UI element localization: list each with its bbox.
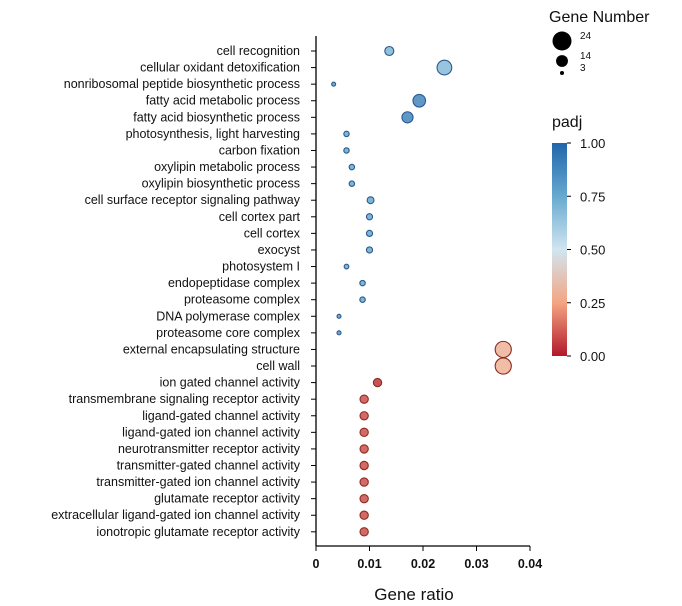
term-label: glutamate receptor activity (154, 492, 301, 506)
data-point (494, 357, 512, 375)
term-label: transmitter-gated ion channel activity (96, 475, 300, 489)
color-legend-title: padj (552, 114, 582, 131)
plot-frame (315, 36, 530, 547)
color-tick-label: 0.75 (580, 189, 605, 204)
term-label: neurotransmitter receptor activity (118, 442, 301, 456)
term-label: proteasome core complex (156, 326, 301, 340)
term-label: endopeptidase complex (168, 276, 301, 290)
color-tick-label: 0.00 (580, 349, 605, 364)
color-tick-label: 1.00 (580, 136, 605, 151)
term-label: cell wall (256, 359, 300, 373)
size-legend-dot (560, 71, 564, 75)
data-point (359, 279, 366, 287)
x-tick-label: 0.03 (464, 557, 488, 571)
term-label: cell surface receptor signaling pathway (85, 193, 301, 207)
data-point (436, 59, 453, 76)
data-point (372, 377, 383, 388)
term-label: ligand-gated ion channel activity (122, 425, 301, 439)
data-point (343, 130, 350, 138)
data-point (412, 93, 427, 108)
data-point (359, 444, 369, 454)
term-label: photosynthesis, light harvesting (126, 127, 300, 141)
term-label: nonribosomal peptide biosynthetic proces… (64, 77, 300, 91)
size-legend-dot (552, 31, 572, 51)
data-point (359, 427, 369, 438)
data-point (343, 263, 350, 270)
term-label: cell cortex (244, 226, 301, 240)
term-label: transmembrane signaling receptor activit… (69, 392, 301, 406)
data-point (348, 180, 356, 187)
x-axis: 0 0.01 0.02 0.03 0.04 (313, 546, 542, 571)
term-label: fatty acid biosynthetic process (133, 110, 300, 124)
term-label: proteasome complex (184, 293, 301, 307)
data-point (365, 246, 374, 254)
size-legend-label: 24 (580, 31, 592, 42)
term-label: transmitter-gated channel activity (117, 459, 301, 473)
data-point (384, 45, 395, 57)
size-legend-label: 3 (580, 63, 586, 74)
data-point (365, 213, 374, 221)
term-label: cell recognition (217, 44, 300, 58)
size-legend-label: 14 (580, 51, 592, 62)
data-point (359, 296, 366, 303)
data-point (494, 340, 512, 359)
color-tick-label: 0.50 (580, 243, 605, 258)
size-legend-dot (556, 55, 568, 67)
color-legend: padj 1.00 0.75 0.50 0.25 0.00 (552, 114, 605, 364)
size-legend: Gene Number 24 143 (549, 9, 650, 75)
data-point (348, 163, 356, 171)
color-scale-bar (552, 143, 567, 356)
x-tick-label: 0 (313, 557, 320, 571)
term-label: cellular oxidant detoxification (140, 61, 300, 75)
term-label: DNA polymerase complex (156, 309, 301, 323)
data-point (331, 81, 337, 87)
term-label: fatty acid metabolic process (146, 94, 300, 108)
data-point (359, 411, 369, 421)
data-point (365, 229, 374, 238)
data-point (366, 196, 375, 205)
term-label: carbon fixation (219, 143, 300, 157)
data-point (336, 330, 342, 336)
data-point (359, 460, 369, 471)
data-point (336, 313, 342, 319)
color-tick-label: 0.25 (580, 296, 605, 311)
data-point (343, 147, 350, 154)
x-tick-label: 0.04 (518, 557, 542, 571)
x-tick-label: 0.01 (357, 557, 381, 571)
x-axis-title: Gene ratio (374, 585, 453, 604)
data-point (359, 477, 369, 487)
term-label: oxylipin metabolic process (154, 160, 300, 174)
data-points (331, 45, 512, 537)
term-label: oxylipin biosynthetic process (142, 177, 300, 191)
data-point (359, 527, 369, 537)
term-label: photosystem I (222, 260, 300, 274)
data-point (359, 394, 369, 404)
data-point (359, 493, 369, 504)
term-label: extracellular ligand-gated ion channel a… (51, 508, 301, 522)
term-label: exocyst (258, 243, 301, 257)
data-point (401, 111, 414, 124)
term-labels: cell recognition cellular oxidant detoxif… (51, 44, 316, 539)
term-label: ionotropic glutamate receptor activity (96, 525, 300, 539)
data-point (359, 510, 369, 520)
term-label: ligand-gated channel activity (142, 409, 300, 423)
size-legend-title: Gene Number (549, 9, 650, 26)
term-label: external encapsulating structure (123, 342, 300, 356)
term-label: ion gated channel activity (160, 376, 301, 390)
x-tick-label: 0.02 (411, 557, 435, 571)
term-label: cell cortex part (219, 210, 301, 224)
